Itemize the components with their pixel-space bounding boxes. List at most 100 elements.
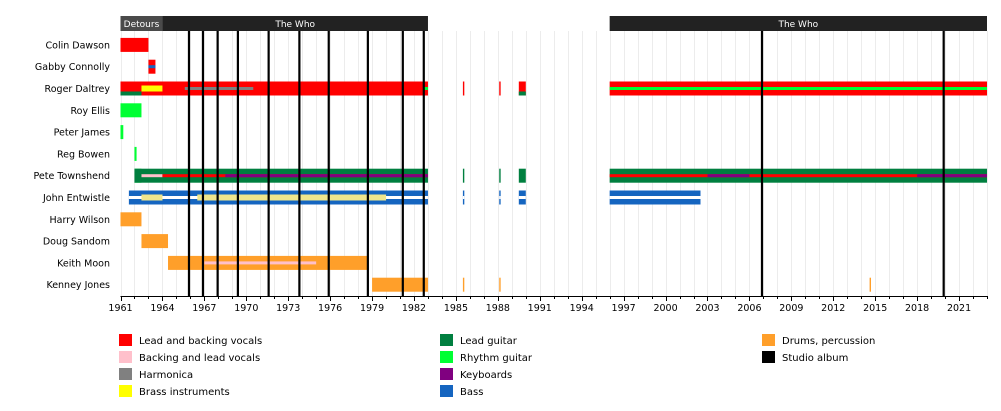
role-bar	[120, 212, 142, 227]
band-header: Detours The Who The Who	[120, 16, 987, 31]
legend-swatch	[440, 385, 453, 397]
x-tick-label: 2006	[737, 303, 761, 314]
legend-swatch	[119, 351, 132, 363]
member-label: Kenney Jones	[46, 280, 110, 291]
legend-label: Lead guitar	[460, 336, 518, 347]
legend-label: Brass instruments	[139, 387, 230, 398]
x-tick-label: 2000	[653, 303, 677, 314]
legend-swatch	[440, 368, 453, 380]
x-tick-label: 2003	[695, 303, 719, 314]
x-axis: 1961 1964 1967 1970 1973 1976 1979 1982 1985 1988…	[108, 296, 988, 314]
x-tick-label: 2021	[947, 303, 971, 314]
x-tick-label: 2015	[863, 303, 887, 314]
legend-label: Lead and backing vocals	[139, 336, 262, 347]
bass-stripe	[499, 196, 501, 199]
x-tick-label: 1964	[150, 303, 174, 314]
legend-swatch	[440, 334, 453, 346]
role-bar	[120, 81, 428, 96]
member-label: Doug Sandom	[43, 237, 110, 248]
x-tick-label: 1985	[444, 303, 468, 314]
legend-label: Rhythm guitar	[460, 353, 533, 364]
x-tick-label: 1961	[108, 303, 132, 314]
x-tick-label: 2012	[821, 303, 845, 314]
role-bar	[462, 277, 465, 292]
x-tick-label: 1997	[612, 303, 636, 314]
member-label: Colin Dawson	[46, 40, 110, 51]
x-tick-label: 1988	[486, 303, 510, 314]
role-bar	[120, 37, 149, 52]
member-label: Pete Townshend	[34, 171, 110, 182]
role-bar	[462, 81, 465, 96]
band-bar	[162, 16, 428, 31]
member-label: Peter James	[54, 128, 110, 139]
legend-label: Drums, percussion	[782, 336, 875, 347]
x-tick-label: 1979	[360, 303, 384, 314]
legend-label: Bass	[460, 387, 483, 398]
role-bar	[609, 87, 987, 90]
band-label: The Who	[777, 20, 818, 30]
legend-label: Harmonica	[139, 370, 193, 381]
role-bar	[148, 65, 156, 69]
studio-album-lines	[187, 31, 945, 296]
bass-stripe	[609, 196, 701, 199]
legend-swatch	[119, 334, 132, 346]
member-label: Gabby Connolly	[35, 62, 110, 73]
x-tick-label: 1982	[402, 303, 426, 314]
legend-swatch	[119, 385, 132, 397]
x-tick-label: 1973	[276, 303, 300, 314]
role-bar	[707, 174, 750, 178]
role-bar	[141, 234, 169, 249]
role-bar	[120, 125, 124, 140]
legend-swatch	[762, 351, 775, 363]
role-bar	[141, 85, 163, 92]
band-label: Detours	[124, 20, 160, 30]
role-bar	[141, 174, 163, 178]
band-bar	[120, 16, 163, 31]
legend-label: Keyboards	[460, 370, 512, 381]
member-label: Roy Ellis	[71, 106, 111, 117]
role-bar	[518, 81, 526, 96]
role-bar	[499, 81, 501, 96]
x-tick-label: 2018	[905, 303, 929, 314]
x-tick-label: 2009	[779, 303, 803, 314]
role-bar	[225, 174, 428, 178]
legend-swatch	[440, 351, 453, 363]
role-bar	[518, 168, 526, 183]
member-labels: Colin Dawson Gabby Connolly Roger Daltrey R…	[34, 40, 111, 291]
member-role-bars	[120, 37, 987, 292]
role-bar	[423, 87, 428, 90]
x-tick-label: 1994	[570, 303, 594, 314]
role-bar	[184, 87, 254, 90]
x-tick-label: 1967	[192, 303, 216, 314]
bass-stripe	[462, 196, 465, 199]
role-bar	[120, 103, 142, 118]
legend-label: Backing and lead vocals	[139, 353, 260, 364]
legend-swatch	[762, 334, 775, 346]
role-bar	[609, 174, 987, 178]
role-bar	[917, 174, 987, 178]
member-label: Reg Bowen	[57, 149, 110, 160]
member-label: Keith Moon	[57, 258, 110, 269]
x-tick-label: 1970	[234, 303, 258, 314]
role-bar	[204, 261, 317, 265]
member-label: John Entwistle	[42, 193, 110, 204]
role-bar	[499, 277, 501, 292]
band-label: The Who	[274, 20, 315, 30]
x-tick-label: 1991	[528, 303, 552, 314]
role-bar	[372, 277, 428, 292]
bass-stripe	[518, 196, 526, 199]
legend-swatch	[119, 368, 132, 380]
legend-label: Studio album	[782, 353, 848, 364]
role-bar	[499, 168, 501, 183]
role-bar	[518, 91, 526, 96]
member-label: Harry Wilson	[50, 215, 111, 226]
role-bar	[134, 146, 137, 161]
role-bar	[120, 91, 142, 96]
role-bar	[462, 168, 465, 183]
role-bar	[869, 277, 872, 292]
legend: Lead and backing vocals Backing and lead …	[119, 334, 875, 398]
band-bar	[609, 16, 987, 31]
brass-bar	[197, 194, 387, 201]
member-label: Roger Daltrey	[45, 84, 111, 95]
brass-bar	[141, 194, 163, 201]
